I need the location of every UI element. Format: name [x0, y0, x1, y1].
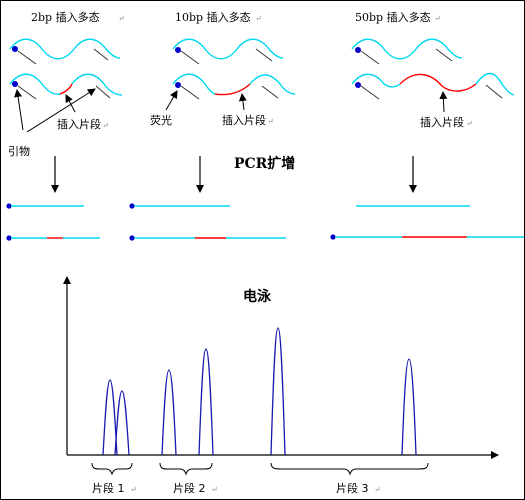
primer-segment	[180, 85, 200, 100]
fluorescence-label: 荧光	[150, 113, 172, 127]
insert-arrow	[439, 91, 448, 113]
fragment-2-label: 片段 2	[173, 481, 206, 495]
fluorescent-dye-dot	[6, 203, 12, 209]
paragraph-mark: ↵	[267, 117, 274, 126]
paragraph-mark: ↵	[255, 14, 262, 23]
insert-fragment-label: 插入片段	[222, 113, 266, 127]
label-10bp-insertion: 10bp 插入多态	[175, 10, 251, 24]
fluorescent-dye-dot	[12, 81, 18, 87]
primer-segment	[180, 50, 200, 65]
fluorescent-dye-dot	[12, 46, 18, 52]
paragraph-mark: ↵	[434, 14, 441, 23]
insert-fragment-segment	[399, 73, 477, 92]
fluorescent-dye-dot	[175, 82, 181, 88]
primer-segment	[93, 48, 109, 61]
pcr-amplification-heading: PCR扩增	[234, 155, 295, 172]
template-strand-upper	[9, 38, 121, 60]
insert-fragment-segment	[214, 83, 251, 96]
electrophoresis-peak	[102, 379, 118, 456]
paragraph-mark: ↵	[211, 485, 218, 494]
electrophoresis-peak	[114, 390, 130, 456]
insert-arrow	[65, 94, 76, 113]
template-strand-upper	[172, 38, 284, 60]
panel-50bp: 插入片段 ↵	[330, 38, 524, 240]
primer-segment	[360, 50, 380, 65]
paragraph-mark: ↵	[102, 121, 109, 130]
fragment-3-label: 片段 3	[336, 481, 369, 495]
insert-fragment-label: 插入片段	[420, 115, 464, 129]
paragraph-mark: ↵	[466, 119, 473, 128]
fragment-brace	[270, 462, 429, 476]
primer-label: 引物	[8, 144, 30, 158]
primer-segment	[95, 85, 111, 99]
primer-segment	[360, 85, 380, 100]
label-2bp-insertion: 2bp 插入多态	[31, 10, 100, 24]
insert-fragment-segment	[59, 83, 73, 95]
fluorescent-dye-dot	[129, 203, 135, 209]
panel-2bp: 引物 插入片段 ↵	[6, 38, 123, 241]
fluorescent-dye-dot	[355, 47, 361, 53]
insert-fragment-label: 插入片段	[57, 117, 101, 131]
insert-arrow	[238, 93, 247, 111]
electrophoresis-peak	[198, 348, 214, 456]
primer-segment	[261, 85, 279, 99]
fluorescent-dye-dot	[330, 234, 336, 240]
template-strand-lower	[475, 72, 515, 96]
electrophoresis-peak	[270, 327, 286, 456]
paragraph-mark: ↵	[130, 485, 137, 494]
fluorescence-arrow	[165, 90, 178, 111]
electrophoresis-plot: 片段 1 ↵ 片段 2 ↵ 片段 3 ↵	[63, 276, 499, 495]
primer-arrow	[26, 88, 96, 133]
template-strand-lower	[249, 74, 296, 95]
fluorescent-dye-dot	[355, 82, 361, 88]
primer-segment	[255, 48, 273, 62]
template-strand-lower	[9, 73, 61, 95]
template-strand-lower	[351, 73, 401, 88]
template-strand-lower	[71, 73, 123, 96]
primer-segment	[17, 50, 37, 65]
electrophoresis-peak	[161, 369, 177, 456]
primer-arrow	[14, 89, 24, 131]
fluorescent-dye-dot	[6, 235, 12, 241]
paragraph-mark: ↵	[118, 14, 125, 23]
primer-segment	[435, 48, 453, 62]
panel-10bp: 荧光 插入片段 ↵	[129, 38, 296, 241]
template-strand-upper	[351, 38, 463, 60]
label-50bp-insertion: 50bp 插入多态	[355, 10, 431, 24]
fragment-1-label: 片段 1	[92, 481, 125, 495]
paragraph-mark: ↵	[374, 485, 381, 494]
template-strand-lower	[172, 73, 216, 95]
primer-segment	[485, 84, 503, 99]
electrophoresis-heading: 电泳	[243, 288, 272, 305]
fluorescent-dye-dot	[175, 47, 181, 53]
electrophoresis-peak	[401, 358, 417, 456]
fragment-brace	[159, 462, 213, 476]
primer-segment	[17, 85, 37, 100]
fluorescent-dye-dot	[129, 235, 135, 241]
fragment-brace	[91, 462, 133, 476]
